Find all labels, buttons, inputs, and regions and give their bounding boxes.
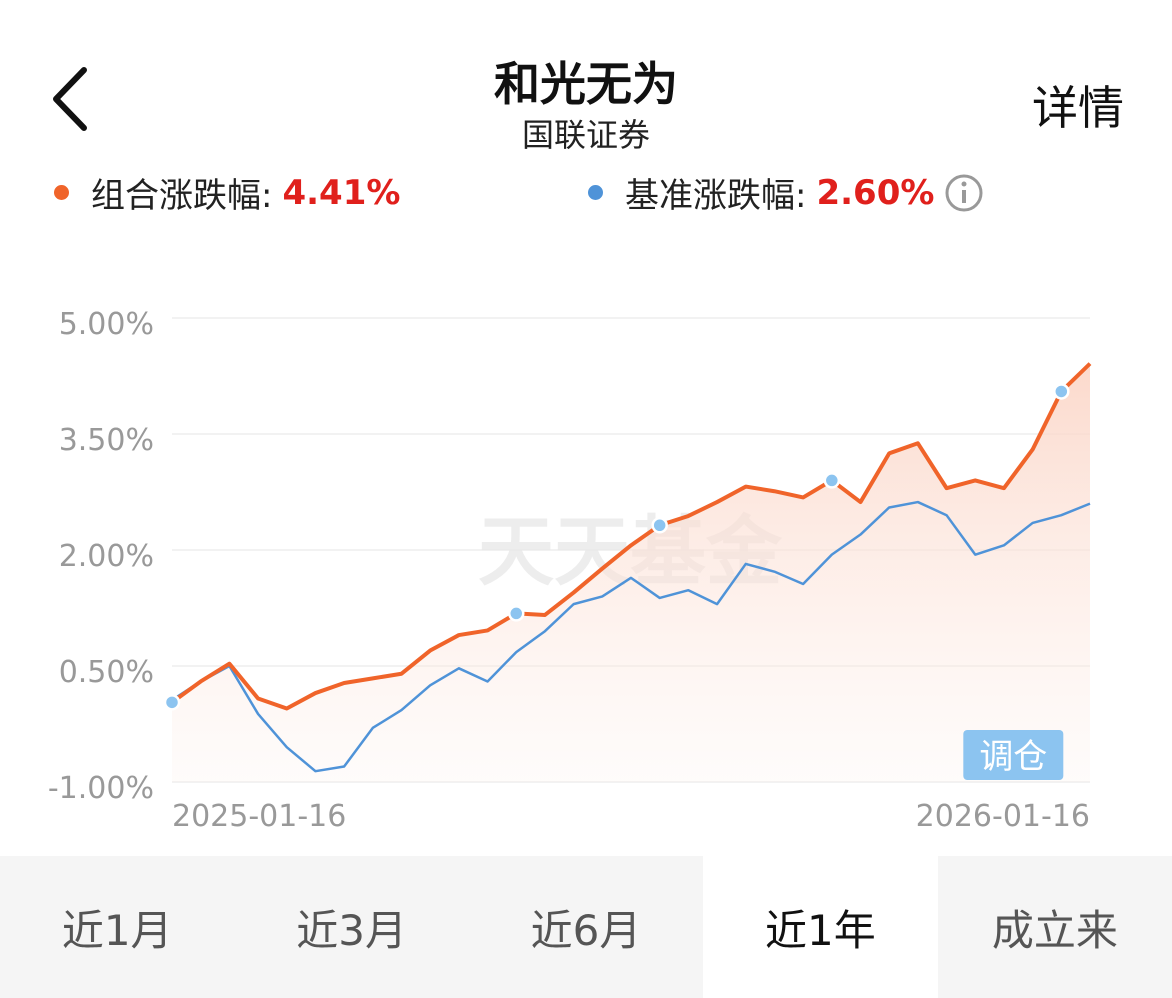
rebalance-label: 调仓 — [979, 737, 1047, 777]
legend-label: 基准涨跌幅: — [625, 176, 807, 216]
chart: 5.00% 3.50% 2.00% 0.50% -1.00% 2025-01-16 2026… — [48, 307, 1092, 834]
legend-value: 2.60% — [816, 172, 935, 213]
back-button[interactable] — [48, 66, 92, 132]
legend-item: 基准涨跌幅: 2.60% — [588, 168, 984, 217]
tab-bar: 近1月 近3月 近6月 近1年 成立来 — [0, 856, 1172, 998]
legend-label: 组合涨跌幅: — [91, 176, 273, 216]
info-icon[interactable] — [944, 173, 984, 213]
rebalance-point — [651, 517, 668, 534]
series-line — [170, 362, 1092, 711]
detail-button[interactable]: 详情 — [1032, 81, 1124, 135]
x-tick-label: 2025-01-16 — [172, 799, 346, 834]
title: 和光无为 — [494, 57, 678, 111]
rebalance-point — [508, 605, 525, 622]
subtitle: 国联证券 — [521, 116, 650, 154]
tab[interactable]: 近3月 — [296, 905, 407, 955]
rebalance-badge — [963, 730, 1064, 780]
area — [172, 363, 1090, 782]
series-line — [171, 500, 1091, 773]
legend-item: 组合涨跌幅: 4.41% — [54, 168, 400, 217]
tab[interactable]: 近1年 — [703, 856, 938, 998]
rebalance-point — [823, 472, 841, 489]
y-tick-label: 3.50% — [59, 423, 154, 458]
y-tick-label: -1.00% — [48, 771, 154, 806]
y-tick-label: 0.50% — [59, 655, 154, 690]
legend-value: 4.41% — [282, 172, 401, 213]
y-tick-label: 5.00% — [59, 307, 154, 342]
tab[interactable]: 成立来 — [991, 905, 1118, 955]
tab[interactable]: 近1月 — [61, 905, 173, 955]
rebalance-point — [1053, 383, 1070, 400]
y-tick-label: 2.00% — [59, 539, 154, 574]
legend-dot — [588, 185, 603, 200]
rebalance-point — [163, 694, 181, 711]
legend-dot — [54, 185, 69, 200]
tab[interactable]: 近6月 — [530, 905, 642, 955]
x-tick-label: 2026-01-16 — [916, 799, 1090, 834]
